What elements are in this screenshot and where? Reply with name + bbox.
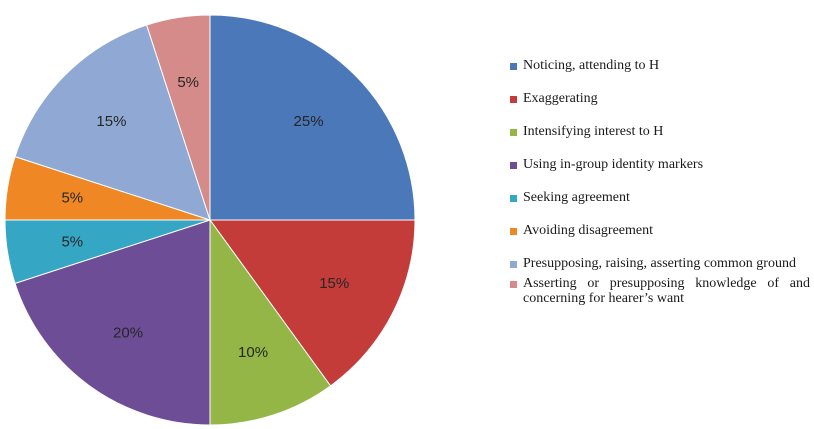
- legend-item-intensifying-interest-to-h: Intensifying interest to H: [510, 124, 810, 139]
- legend-swatch: [510, 129, 517, 136]
- legend-label: Asserting or presupposing knowledge of a…: [523, 276, 810, 306]
- legend-label: Exaggerating: [523, 91, 598, 106]
- legend-label: Using in-group identity markers: [523, 157, 704, 172]
- data-label-noticing-attending-to-h: 25%: [294, 113, 324, 130]
- legend-item-avoiding-disagreement: Avoiding disagreement: [510, 223, 810, 238]
- data-label-avoiding-disagreement: 5%: [61, 190, 83, 207]
- legend-item-presupposing-raising-asserting-common-gr: Presupposing, raising, asserting common …: [510, 256, 810, 271]
- data-label-using-in-group-identity-markers: 20%: [113, 324, 143, 341]
- legend-label: Presupposing, raising, asserting common …: [523, 256, 796, 271]
- legend-swatch: [510, 261, 517, 268]
- chart-legend: Noticing, attending to H Exaggerating Inte…: [510, 58, 810, 324]
- data-label-intensifying-interest-to-h: 10%: [238, 344, 268, 361]
- data-label-exaggerating: 15%: [319, 275, 349, 292]
- legend-item-seeking-agreement: Seeking agreement: [510, 190, 810, 205]
- legend-label: Seeking agreement: [523, 190, 630, 205]
- legend-item-asserting-or-presupposing-knowledge-of-a: Asserting or presupposing knowledge of a…: [510, 276, 810, 306]
- data-label-asserting-or-presupposing-knowledge-of-a: 5%: [177, 74, 199, 91]
- pie-slice-presupposing-raising-asserting-common-gr: [14, 24, 211, 221]
- legend-label: Intensifying interest to H: [523, 124, 664, 139]
- legend-item-exaggerating: Exaggerating: [510, 91, 810, 106]
- legend-swatch: [510, 63, 517, 70]
- pie-slice-asserting-or-presupposing-knowledge-of-a: [146, 14, 211, 221]
- legend-swatch: [510, 228, 517, 235]
- pie-slice-exaggerating: [209, 219, 416, 387]
- legend-swatch: [510, 96, 517, 103]
- pie-slices: [4, 14, 416, 426]
- data-label-seeking-agreement: 5%: [61, 233, 83, 250]
- legend-label: Noticing, attending to H: [523, 58, 660, 73]
- pie-slice-intensifying-interest-to-h: [209, 218, 332, 426]
- legend-swatch: [510, 281, 517, 288]
- legend-item-noticing-attending-to-h: Noticing, attending to H: [510, 58, 810, 73]
- pie-data-labels: 25% 15% 10% 20% 5% 5% 15% 5%: [61, 74, 349, 361]
- data-label-presupposing-raising-asserting-common-gr: 15%: [96, 113, 126, 130]
- legend-swatch: [510, 162, 517, 169]
- legend-item-using-in-group-identity-markers: Using in-group identity markers: [510, 157, 810, 172]
- legend-label: Avoiding disagreement: [523, 223, 653, 238]
- pie-slice-noticing-attending-to-h: [209, 14, 416, 221]
- legend-swatch: [510, 195, 517, 202]
- pie-slice-using-in-group-identity-markers: [14, 219, 211, 426]
